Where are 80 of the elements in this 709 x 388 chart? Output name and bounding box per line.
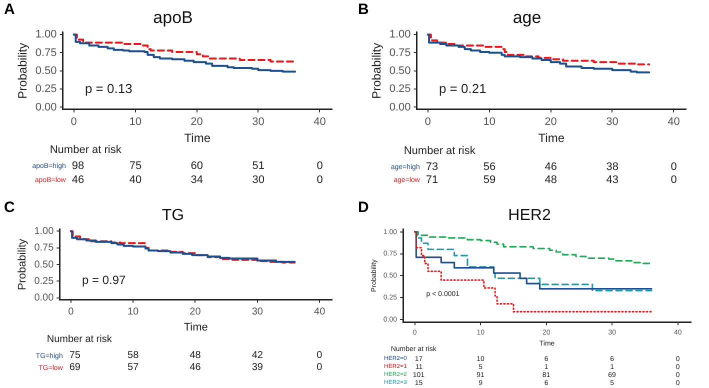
x-axis-title: Time [538,131,565,146]
text: 51 [252,160,264,172]
text: B [358,1,369,18]
text: 42 [252,350,263,361]
annotation: p = 0.97 [82,272,126,287]
x-tick-label: 30 [606,116,618,128]
text: 60 [190,160,204,172]
x-axis-title: Time [184,131,211,146]
text: Number at risk [404,144,476,156]
text: 59 [483,174,496,186]
x-tick-label: 10 [127,306,140,318]
y-tick-label: 0.25 [389,83,411,96]
x-tick-label: 10 [129,116,142,128]
chart-title: age [512,8,542,27]
y-tick-label: 0.50 [34,259,54,270]
text: 73 [426,160,438,172]
y-tick-label: 0.25 [35,83,57,96]
text: 75 [69,350,80,361]
text: Number at risk [46,334,112,345]
x-tick-label: 10 [483,116,496,128]
text: 43 [606,174,618,186]
text: D [358,199,369,216]
y-tick-label: 1.00 [34,226,54,237]
text: 69 [69,362,80,373]
text: 57 [128,362,139,373]
text: 46 [72,174,84,186]
text: A [4,1,15,18]
text: 58 [128,350,139,361]
y-tick-label: 0.25 [34,276,54,287]
text: 56 [483,160,496,172]
text: 0 [316,160,323,172]
y-tick-label: 0.00 [34,292,54,304]
y-tick-label: 0.75 [35,46,57,59]
text: 0 [316,174,323,186]
x-tick-label: 30 [252,116,264,128]
text: 30 [252,174,264,186]
x-tick-label: 20 [544,116,557,128]
x-tick-label: 40 [314,306,326,318]
text: 0 [670,160,677,172]
text: Number at risk [50,144,122,156]
chart-title: HER2 [508,207,551,224]
text: C [4,199,15,216]
x-axis-title: Time [184,321,208,334]
y-axis-title: Probability [370,42,384,99]
text: 98 [72,160,84,172]
y-tick-label: 0.00 [389,101,411,114]
text: 34 [190,174,204,186]
y-tick-label: 1.00 [35,28,57,41]
text: 46 [544,160,558,172]
text: 48 [544,174,558,186]
y-tick-label: 0.50 [35,64,57,77]
x-tick-label: 30 [252,306,264,318]
text: 75 [129,160,142,172]
y-tick-label: 0.00 [35,101,57,114]
text: 0 [670,174,677,186]
text: 39 [252,362,263,373]
y-tick-label: 1.00 [389,28,411,41]
text: 40 [129,174,142,186]
chart-title: apoB [153,8,193,27]
y-tick-label: 0.75 [34,242,54,254]
text: 0 [316,350,322,361]
y-axis-title: Probability [16,42,30,99]
annotation: p = 0.13 [84,81,132,96]
annotation: p = 0.21 [438,81,486,96]
x-tick-label: 40 [668,116,680,128]
x-tick-label: 20 [190,116,203,128]
x-tick-label: 0 [68,306,74,318]
text: 0 [316,362,322,373]
y-tick-label: 0.75 [389,46,411,59]
chart-title: TG [162,207,184,224]
y-axis-title: Probability [16,238,29,290]
text: 38 [606,160,618,172]
x-tick-label: 20 [190,306,202,318]
x-tick-label: 40 [314,116,326,128]
x-tick-label: 0 [70,116,77,128]
x-tick-label: 0 [424,116,431,128]
text: 46 [190,362,201,373]
text: 48 [190,350,201,361]
y-tick-label: 0.50 [389,64,411,77]
text: 71 [426,174,438,186]
